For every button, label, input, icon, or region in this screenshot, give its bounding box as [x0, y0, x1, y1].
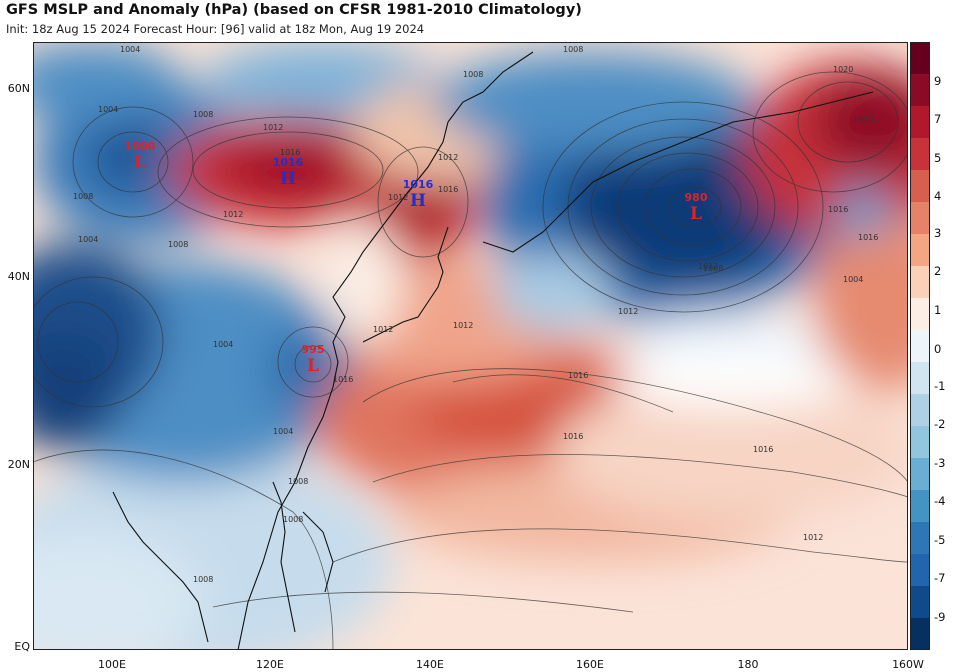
colorbar-tick-label: 5 [934, 151, 942, 165]
colorbar-tick-label: 7 [934, 112, 942, 126]
lat-label-60n: 60N [7, 82, 30, 95]
contour-labels: 1004100810081004100810121016101210081012… [73, 45, 878, 584]
lon-label-180: 180 [737, 658, 759, 671]
colorbar-swatch [910, 618, 930, 650]
lat-label-20n: 20N [7, 458, 30, 471]
contour-label: 1008 [283, 515, 303, 524]
coastlines [112, 51, 874, 650]
colorbar-swatch [910, 522, 930, 555]
colorbar-tick-label: 1 [934, 303, 942, 317]
high-pressure-marker: H [410, 191, 426, 211]
pressure-center-value: 1016 [403, 178, 434, 191]
colorbar-tick-label: -3 [934, 456, 946, 470]
lon-label-120e: 120E [256, 658, 284, 671]
colorbar-tick-label: 9 [934, 74, 942, 88]
contour-label: 1020 [833, 65, 853, 74]
contour-label: 1008 [193, 575, 213, 584]
contour-label: 1012 [698, 262, 718, 271]
pressure-center-value: 1016 [273, 156, 304, 169]
colorbar-swatch [910, 266, 930, 299]
contour-label: 1012 [438, 153, 458, 162]
contour-label: 1004 [213, 340, 233, 349]
contour-label: 1008 [288, 477, 308, 486]
anomaly-field [33, 42, 908, 650]
contour-label: 1016 [753, 445, 773, 454]
contour-label: 1016 [568, 371, 588, 380]
colorbar-tick-label: -5 [934, 533, 946, 547]
low-pressure-marker: L [690, 204, 702, 224]
contour-label: 1016 [563, 432, 583, 441]
lon-label-140e: 140E [416, 658, 444, 671]
contour-label: 1016 [333, 375, 353, 384]
lat-label-40n: 40N [7, 270, 30, 283]
contour-label: 1004 [273, 427, 293, 436]
chart-title: GFS MSLP and Anomaly (hPa) (based on CFS… [6, 2, 582, 18]
contour-label: 1016 [858, 233, 878, 242]
contour-label: 1020 [853, 115, 873, 124]
colorbar-swatch [910, 586, 930, 619]
contour-label: 1012 [373, 325, 393, 334]
contour-label: 1008 [563, 45, 583, 54]
low-pressure-marker: L [307, 356, 319, 376]
contour-label: 1016 [828, 205, 848, 214]
map-panel: 1004100810081004100810121016101210081012… [33, 42, 908, 650]
contour-label: 1004 [843, 275, 863, 284]
colorbar-tick-label: 3 [934, 226, 942, 240]
colorbar-swatch [910, 458, 930, 491]
colorbar-swatch [910, 106, 930, 139]
contour-label: 1012 [223, 210, 243, 219]
colorbar-swatch [910, 394, 930, 427]
colorbar-tick-label: 4 [934, 189, 942, 203]
map-frame [33, 42, 908, 650]
contour-label: 1012 [388, 193, 408, 202]
colorbar-swatch [910, 74, 930, 107]
colorbar-swatch [910, 202, 930, 235]
colorbar-swatch [910, 234, 930, 267]
contour-label: 1008 [703, 264, 723, 273]
chart-subtitle: Init: 18z Aug 15 2024 Forecast Hour: [96… [6, 22, 425, 36]
colorbar-swatch [910, 170, 930, 203]
contour-label: 1008 [463, 70, 483, 79]
contour-label: 1012 [263, 123, 283, 132]
colorbar-tick-label: -4 [934, 494, 946, 508]
contour-label: 1004 [78, 235, 98, 244]
colorbar-swatch [910, 298, 930, 331]
colorbar-tick-label: 2 [934, 264, 942, 278]
contour-label: 1012 [618, 307, 638, 316]
high-pressure-marker: H [280, 169, 296, 189]
colorbar-swatch [910, 330, 930, 363]
pressure-center-value: 1000 [125, 140, 156, 153]
colorbar-tick-label: -2 [934, 417, 946, 431]
contour-label: 1016 [280, 148, 300, 157]
lon-label-160e: 160E [576, 658, 604, 671]
colorbar-swatch [910, 554, 930, 587]
contour-label: 1008 [193, 110, 213, 119]
lon-label-100e: 100E [98, 658, 126, 671]
colorbar-tick-label: -9 [934, 610, 946, 624]
colorbar-swatch [910, 490, 930, 523]
contour-label: 1004 [120, 45, 140, 54]
pressure-center-value: 980 [685, 191, 708, 204]
contour-label: 1008 [168, 240, 188, 249]
colorbar-tick-label: -7 [934, 571, 946, 585]
colorbar-swatch [910, 138, 930, 171]
low-pressure-marker: L [134, 153, 146, 173]
contour-label: 1012 [803, 533, 823, 542]
colorbar-swatch [910, 362, 930, 395]
lon-label-160w: 160W [892, 658, 924, 671]
colorbar-tick-label: -1 [934, 379, 946, 393]
contour-label: 1012 [453, 321, 473, 330]
colorbar [910, 42, 930, 650]
colorbar-tick-label: 0 [934, 342, 942, 356]
contour-label: 1016 [438, 185, 458, 194]
lat-label-eq: EQ [14, 640, 30, 653]
contour-label: 1008 [73, 192, 93, 201]
colorbar-swatch [910, 42, 930, 75]
pressure-center-value: 995 [302, 343, 325, 356]
colorbar-frame [910, 42, 930, 650]
colorbar-swatch [910, 426, 930, 459]
contour-label: 1004 [98, 105, 118, 114]
